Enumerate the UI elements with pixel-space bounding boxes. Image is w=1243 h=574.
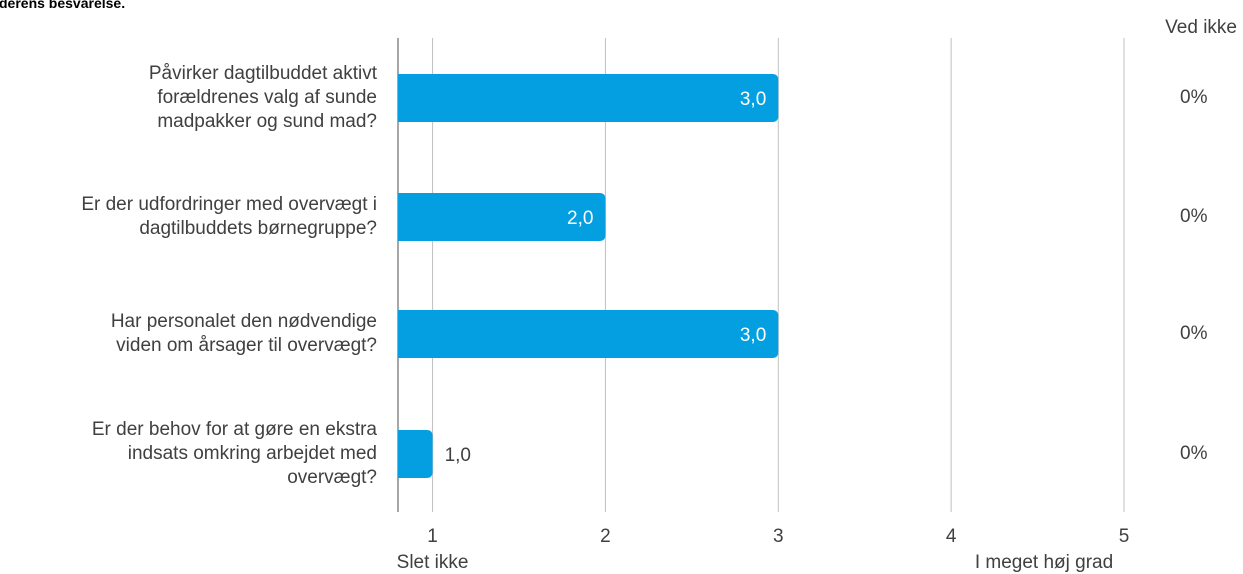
bar-3 bbox=[398, 310, 779, 358]
bar-1 bbox=[398, 74, 779, 122]
ved-ikke-value-3: 0% bbox=[1180, 323, 1208, 344]
category-label-line: Er der udfordringer med overvægt i bbox=[81, 194, 377, 215]
x-tick-label-2: 2 bbox=[600, 526, 611, 547]
x-tick-label-4: 4 bbox=[946, 526, 957, 547]
category-label-line: Har personalet den nødvendige bbox=[110, 311, 377, 332]
bar-value-label-4: 1,0 bbox=[445, 445, 471, 466]
category-label-1: Påvirker dagtilbuddet aktivt forældrenes … bbox=[0, 62, 377, 134]
ved-ikke-value-2: 0% bbox=[1180, 206, 1208, 227]
category-label-line: overvægt? bbox=[287, 467, 377, 488]
x-tick-label-3: 3 bbox=[773, 526, 784, 547]
category-label-line: madpakker og sund mad? bbox=[157, 111, 377, 132]
x-end-label-high: I meget høj grad bbox=[975, 552, 1113, 573]
category-label-line: viden om årsager til overvægt? bbox=[116, 335, 377, 356]
category-label-line: indsats omkring arbejdet med bbox=[127, 443, 377, 464]
ved-ikke-value-4: 0% bbox=[1180, 443, 1208, 464]
chart-subtitle: derens besvarelse. bbox=[0, 0, 126, 11]
category-label-line: Er der behov for at gøre en ekstra bbox=[91, 419, 377, 440]
bar-value-label-1: 3,0 bbox=[740, 89, 766, 110]
x-end-label-low: Slet ikke bbox=[397, 552, 469, 573]
x-tick-label-5: 5 bbox=[1119, 526, 1130, 547]
bar-value-label-3: 3,0 bbox=[740, 325, 766, 346]
category-label-3: Har personalet den nødvendige viden om år… bbox=[0, 310, 377, 358]
ved-ikke-value-1: 0% bbox=[1180, 87, 1208, 108]
category-label-2: Er der udfordringer med overvægt i dagtil… bbox=[0, 193, 377, 241]
bar-2 bbox=[398, 193, 606, 241]
x-tick-label-1: 1 bbox=[427, 526, 438, 547]
category-label-4: Er der behov for at gøre en ekstra indsat… bbox=[0, 418, 377, 490]
bar-4 bbox=[398, 430, 433, 478]
ved-ikke-header: Ved ikke bbox=[1165, 17, 1237, 38]
bar-value-label-2: 2,0 bbox=[567, 208, 593, 229]
category-label-line: Påvirker dagtilbuddet aktivt bbox=[148, 63, 377, 84]
category-label-line: dagtilbuddets børnegruppe? bbox=[139, 218, 377, 239]
category-label-line: forældrenes valg af sunde bbox=[157, 87, 377, 108]
